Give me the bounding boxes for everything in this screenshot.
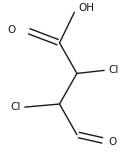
Text: OH: OH bbox=[78, 3, 94, 13]
Text: Cl: Cl bbox=[108, 65, 118, 75]
Text: O: O bbox=[8, 25, 16, 35]
Text: O: O bbox=[108, 136, 116, 147]
Text: Cl: Cl bbox=[11, 102, 21, 112]
